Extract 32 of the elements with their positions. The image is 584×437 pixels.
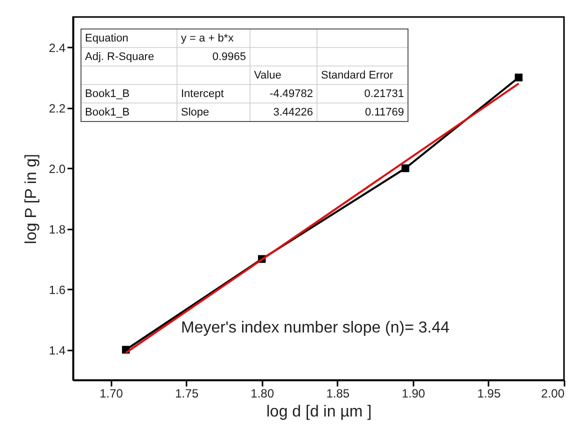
annotation: y = a + b*x (181, 32, 234, 44)
x-axis-title: log d [d in µm ] (266, 404, 372, 420)
x-tick-label: 1.95 (477, 386, 501, 400)
annotation: Value (254, 69, 282, 82)
annotation: Book1_B (85, 106, 130, 118)
x-tick-label: 1.85 (326, 386, 350, 400)
y-tick-label: 2.4 (48, 40, 66, 55)
annotation: 0.21731 (364, 88, 404, 100)
y-tick-label: 2.2 (48, 101, 66, 116)
annotation: 3.44226 (273, 106, 313, 118)
annotation: Book1_B (85, 88, 130, 100)
annotation: Equation (85, 32, 128, 44)
y-tick-label: 1.8 (48, 222, 66, 236)
y-axis-title: log P [P in g] (22, 154, 40, 244)
annotation: 0.9965 (212, 50, 246, 63)
y-tick-label: 1.6 (48, 282, 66, 297)
annotation: Intercept (181, 88, 224, 100)
annotation: Meyer's index number slope (n)= 3.44 (181, 319, 450, 336)
x-tick-label: 1.80 (250, 386, 274, 400)
annotation: -4.49782 (270, 88, 313, 100)
y-tick-label: 2.0 (48, 162, 66, 176)
x-tick-label: 1.75 (175, 386, 199, 400)
x-tick-label: 2.00 (541, 386, 565, 400)
point (514, 74, 523, 82)
annotation: Slope (181, 106, 210, 118)
annotation: 0.11769 (365, 106, 404, 118)
annotation: Standard Error (321, 69, 394, 82)
x-tick-label: 1.70 (100, 386, 124, 400)
point (401, 164, 410, 172)
annotation: Adj. R-Square (85, 50, 154, 63)
x-tick-label: 1.90 (402, 386, 426, 400)
y-tick-label: 1.4 (48, 343, 66, 358)
